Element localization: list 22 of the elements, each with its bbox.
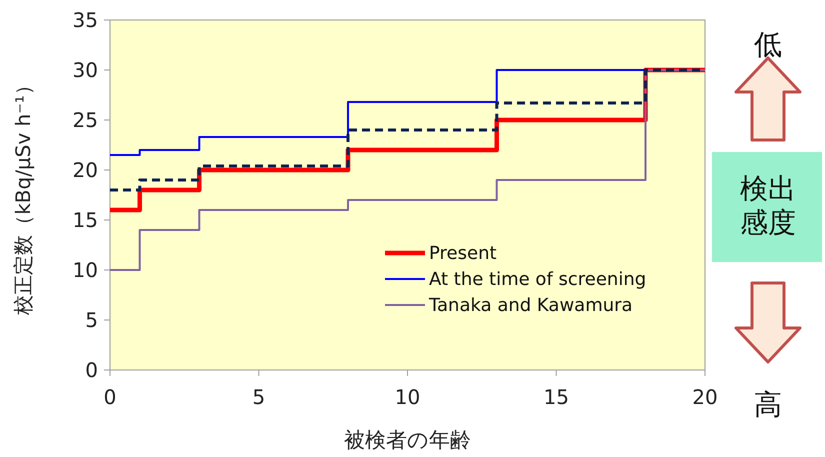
x-tick-label: 0 [104,385,116,409]
x-tick-label: 5 [252,385,266,409]
x-tick-label: 10 [394,385,420,409]
text: 検出 [740,172,796,205]
y-tick-label: 35 [72,8,98,32]
y-tick-label: 0 [85,358,98,382]
x-axis-title: 被検者の年齢 [344,428,471,452]
y-tick-label: 20 [72,158,98,182]
y-tick-label: 25 [72,108,98,132]
y-tick-label: 10 [72,258,98,282]
text: 感度 [740,206,796,239]
legend-label: Present [429,243,497,264]
legend-label: Tanaka and Kawamura [428,295,633,316]
legend-label: At the time of screening [429,269,646,290]
y-tick-label: 15 [72,208,98,232]
text: 高 [754,388,782,421]
x-tick-label: 20 [692,385,718,409]
x-tick-label: 15 [544,385,569,409]
y-tick-label: 5 [85,308,98,332]
y-axis-title: 校正定数（kBq/μSv h⁻¹） [11,75,35,316]
text: 低 [754,28,782,61]
y-tick-label: 30 [72,58,98,82]
